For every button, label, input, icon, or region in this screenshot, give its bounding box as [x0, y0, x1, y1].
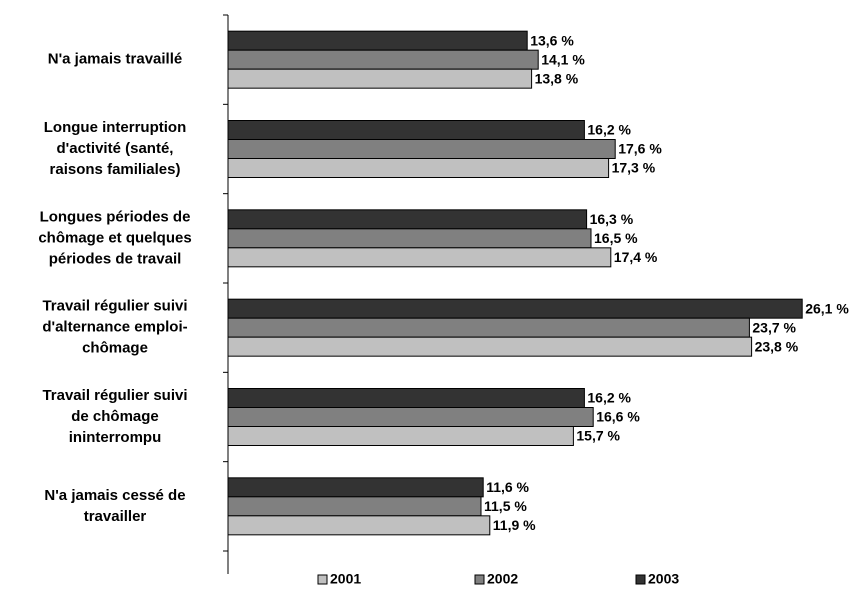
- bar: [227, 209, 588, 230]
- category-label: Longues périodes de chômage et quelques pé…: [38, 208, 191, 267]
- bar: [227, 515, 491, 536]
- bar: [227, 30, 528, 51]
- data-label: 17,6 %: [618, 141, 662, 157]
- bar: [227, 477, 484, 498]
- bar: [227, 68, 533, 89]
- data-label: 17,4 %: [614, 249, 658, 265]
- category-label: Longue interruption d'activité (santé, rai…: [44, 119, 186, 178]
- legend-swatch: [317, 574, 328, 585]
- bar: [227, 298, 803, 319]
- data-label: 11,6 %: [486, 479, 529, 495]
- bar: [227, 120, 585, 140]
- data-label: 17,3 %: [612, 160, 656, 176]
- legend-label: 2003: [648, 571, 679, 587]
- bar: [227, 388, 585, 408]
- legend-label: 2002: [487, 571, 518, 587]
- data-label: 23,8 %: [755, 338, 799, 354]
- bar: [227, 496, 482, 517]
- data-label: 16,3 %: [590, 211, 634, 227]
- data-label: 13,8 %: [535, 70, 579, 86]
- category-label: N'a jamais travaillé: [48, 51, 182, 68]
- bar: [227, 317, 750, 338]
- data-label: 23,7 %: [752, 319, 796, 335]
- bar: [227, 49, 539, 70]
- data-label: 26,1 %: [805, 300, 849, 316]
- legend-swatch: [474, 574, 485, 585]
- data-label: 11,9 %: [493, 517, 536, 533]
- data-label: 11,5 %: [484, 498, 527, 514]
- data-label: 16,2 %: [587, 390, 631, 406]
- bar: [227, 228, 592, 249]
- bar: [227, 407, 594, 427]
- data-label: 16,5 %: [594, 230, 638, 246]
- bar: [227, 426, 574, 446]
- bar: [227, 158, 610, 178]
- data-label: 16,2 %: [587, 122, 631, 138]
- data-label: 13,6 %: [530, 32, 574, 48]
- bar: [227, 139, 616, 159]
- bar: [227, 247, 612, 268]
- legend-label: 2001: [330, 571, 361, 587]
- legend-swatch: [635, 574, 646, 585]
- bar: [227, 336, 753, 357]
- category-label: N'a jamais cessé de travailler: [44, 487, 185, 525]
- data-label: 15,7 %: [576, 428, 620, 444]
- data-label: 16,6 %: [596, 409, 640, 425]
- data-label: 14,1 %: [541, 51, 585, 67]
- category-label: Travail régulier suivi d'alternance emplo…: [42, 298, 187, 357]
- category-label: Travail régulier suivi de chômage ininterr…: [42, 387, 187, 446]
